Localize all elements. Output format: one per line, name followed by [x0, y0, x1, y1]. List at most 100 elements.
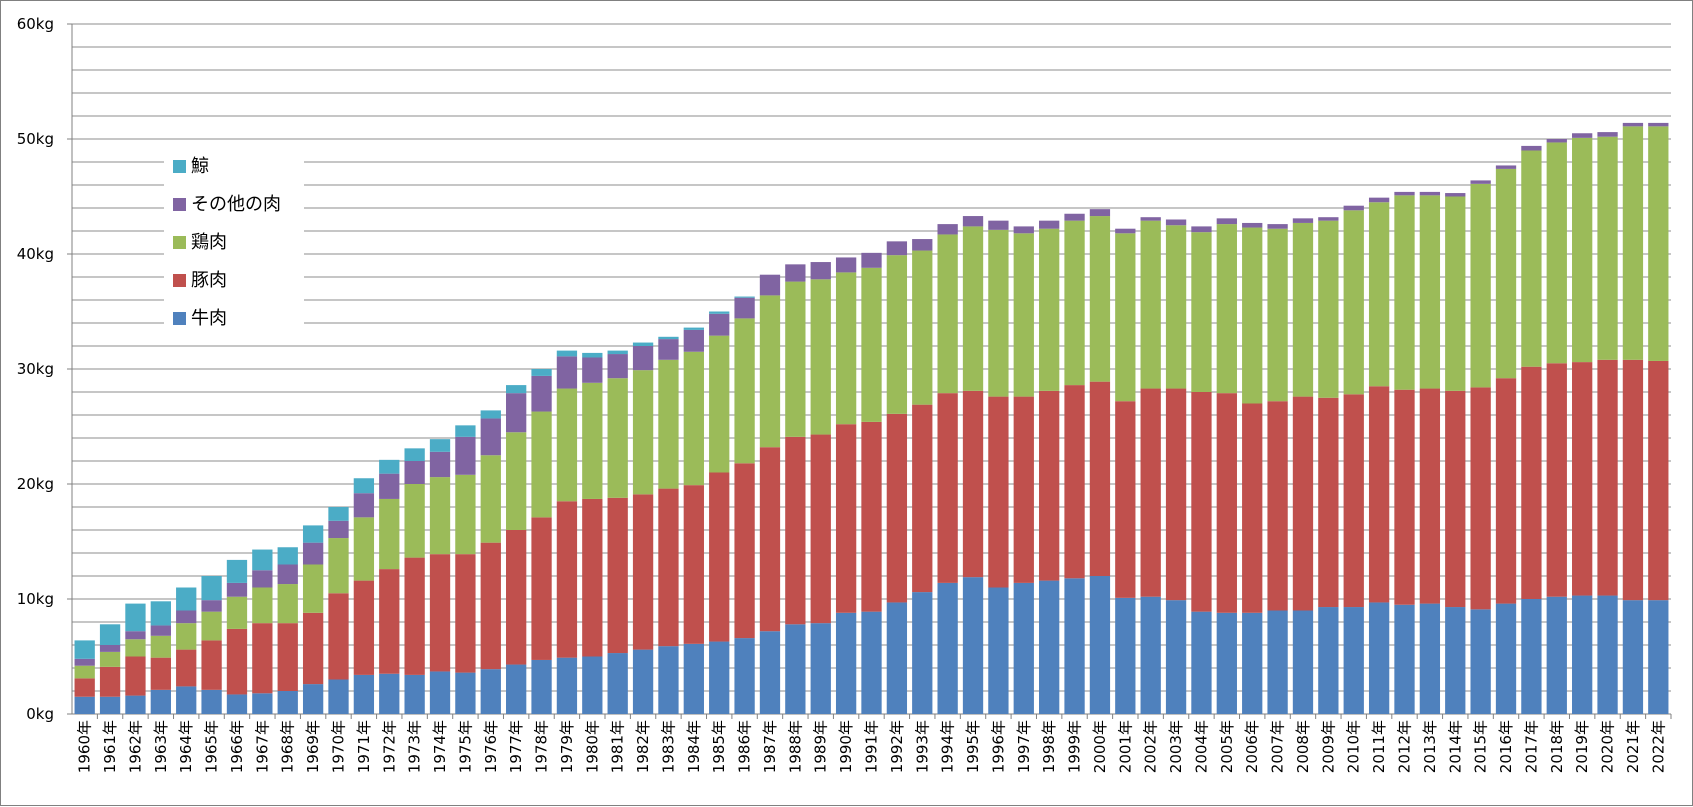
bar-segment — [99, 645, 121, 652]
bar-segment — [353, 493, 375, 518]
bar-segment — [252, 623, 273, 694]
bar-segment — [252, 693, 273, 714]
bar-segment — [683, 327, 704, 330]
x-tick-label: 1988年 — [786, 720, 804, 773]
bar-segment — [988, 220, 1009, 230]
bar-segment — [226, 559, 248, 583]
bar-segment — [810, 279, 831, 435]
bar-segment — [962, 390, 984, 578]
bar-segment — [74, 678, 95, 697]
bar-segment — [1572, 133, 1593, 138]
bar-segment — [1292, 396, 1314, 611]
bar-segment — [1597, 132, 1618, 137]
x-tick-label: 1976年 — [482, 720, 500, 773]
bar-segment — [937, 224, 958, 235]
y-tick-label: 60kg — [17, 15, 54, 33]
bar-segment — [150, 689, 171, 714]
bar-segment — [74, 658, 95, 666]
bar-segment — [582, 656, 603, 714]
bar-segment — [404, 484, 425, 558]
bar-segment — [937, 582, 958, 714]
bar-segment — [1546, 363, 1567, 597]
bar-segment — [1394, 191, 1415, 196]
bar-segment — [759, 295, 781, 448]
bar-segment — [582, 382, 603, 499]
y-tick-label: 40kg — [17, 245, 54, 263]
bar-segment — [709, 641, 730, 714]
bar-segment — [556, 350, 578, 357]
bar-segment — [1242, 403, 1263, 613]
bar-segment — [455, 554, 476, 673]
bar-segment — [1368, 197, 1390, 203]
bar-segment — [277, 623, 298, 691]
bar-segment — [1648, 360, 1669, 601]
bar-segment — [1115, 228, 1136, 234]
legend-swatch — [173, 312, 186, 325]
bar-segment — [277, 564, 298, 585]
x-tick-label: 1973年 — [406, 720, 424, 773]
bar-segment — [835, 257, 857, 273]
bar-segment — [1089, 381, 1111, 576]
x-tick-label: 2009年 — [1319, 720, 1337, 773]
legend-swatch — [173, 236, 186, 249]
bar-segment — [1165, 600, 1187, 714]
x-tick-label: 2000年 — [1091, 720, 1109, 773]
bar-segment — [962, 226, 984, 391]
bar-segment — [353, 478, 375, 494]
x-tick-label: 1961年 — [101, 720, 119, 773]
bar-segment — [632, 346, 654, 371]
bar-segment — [658, 336, 679, 340]
bar-segment — [1242, 227, 1263, 404]
bar-segment — [1343, 210, 1364, 395]
bar-segment — [785, 264, 806, 282]
bar-segment — [1140, 220, 1161, 389]
bar-segment — [125, 695, 146, 714]
bar-segment — [1546, 139, 1567, 143]
bar-segment — [658, 339, 679, 360]
bar-segment — [734, 297, 755, 319]
x-tick-label: 1975年 — [456, 720, 474, 773]
bar-segment — [480, 410, 501, 419]
bar-segment — [1419, 388, 1441, 604]
bar-segment — [1521, 150, 1542, 367]
y-tick-label: 10kg — [17, 590, 54, 608]
bar-segment — [429, 451, 451, 478]
bar-segment — [1368, 386, 1390, 603]
x-tick-label: 1984年 — [685, 720, 703, 773]
x-tick-label: 1999年 — [1066, 720, 1084, 773]
bar-segment — [99, 624, 121, 645]
bar-segment — [683, 329, 704, 352]
bar-segment — [709, 311, 730, 314]
x-tick-label: 2016年 — [1497, 720, 1515, 773]
bar-segment — [582, 498, 603, 657]
x-tick-label: 2010年 — [1345, 720, 1363, 773]
bar-segment — [988, 229, 1009, 397]
bar-segment — [176, 610, 197, 624]
bar-segment — [125, 631, 146, 640]
x-tick-label: 1990年 — [837, 720, 855, 773]
bar-segment — [302, 525, 324, 543]
bar-segment — [607, 653, 628, 714]
bar-segment — [1191, 392, 1212, 612]
bar-segment — [1064, 385, 1085, 579]
bar-segment — [1013, 396, 1034, 583]
bar-segment — [455, 474, 476, 555]
x-tick-label: 1989年 — [812, 720, 830, 773]
bar-segment — [506, 393, 527, 433]
x-tick-label: 2002年 — [1142, 720, 1160, 773]
bar-segment — [912, 239, 933, 251]
bar-segment — [176, 623, 197, 650]
bar-segment — [785, 281, 806, 437]
bar-segment — [404, 448, 425, 461]
bar-segment — [404, 461, 425, 484]
bar-segment — [1216, 612, 1237, 714]
x-tick-label: 1980年 — [583, 720, 601, 773]
bar-segment — [912, 592, 933, 714]
bar-segment — [1597, 595, 1618, 714]
bar-segment — [201, 611, 222, 641]
bar-segment — [632, 494, 654, 650]
bar-segment — [429, 439, 451, 452]
bar-segment — [379, 459, 400, 474]
bar-segment — [835, 612, 857, 714]
